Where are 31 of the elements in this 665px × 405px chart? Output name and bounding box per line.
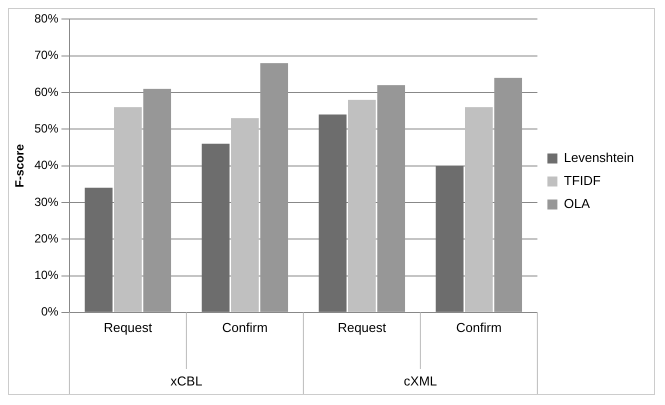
x-tick-label: Confirm <box>456 320 502 335</box>
bar <box>143 88 172 312</box>
legend-label: Levenshtein <box>564 150 634 166</box>
legend-label: OLA <box>564 196 590 212</box>
bar <box>231 118 259 312</box>
x-tick-label: Confirm <box>222 320 268 335</box>
y-tick-label: 10% <box>34 268 59 282</box>
bar <box>318 114 347 312</box>
bar <box>260 63 288 312</box>
y-tick-label: 30% <box>34 194 59 209</box>
bar <box>494 78 522 312</box>
bar <box>436 166 464 312</box>
bar <box>348 100 376 312</box>
y-tick-label: 80% <box>34 12 59 26</box>
y-tick-label: 70% <box>34 48 59 62</box>
x-tick-label: Request <box>104 320 153 335</box>
text: xCBL <box>170 374 202 389</box>
x-tick-label: Request <box>338 320 386 335</box>
text: cXML <box>404 374 438 389</box>
y-tick-label: 0% <box>41 304 59 319</box>
bar <box>377 85 406 312</box>
y-tick-label: 40% <box>34 158 59 172</box>
bar <box>84 188 113 312</box>
y-tick-label: 50% <box>34 121 59 136</box>
legend-label: TFIDF <box>564 173 601 188</box>
bar <box>465 107 493 312</box>
y-tick-label: 20% <box>34 231 59 246</box>
bar <box>202 144 230 312</box>
bar <box>114 107 142 312</box>
y-axis-title: F-score <box>12 144 27 188</box>
y-tick-label: 60% <box>34 84 59 99</box>
